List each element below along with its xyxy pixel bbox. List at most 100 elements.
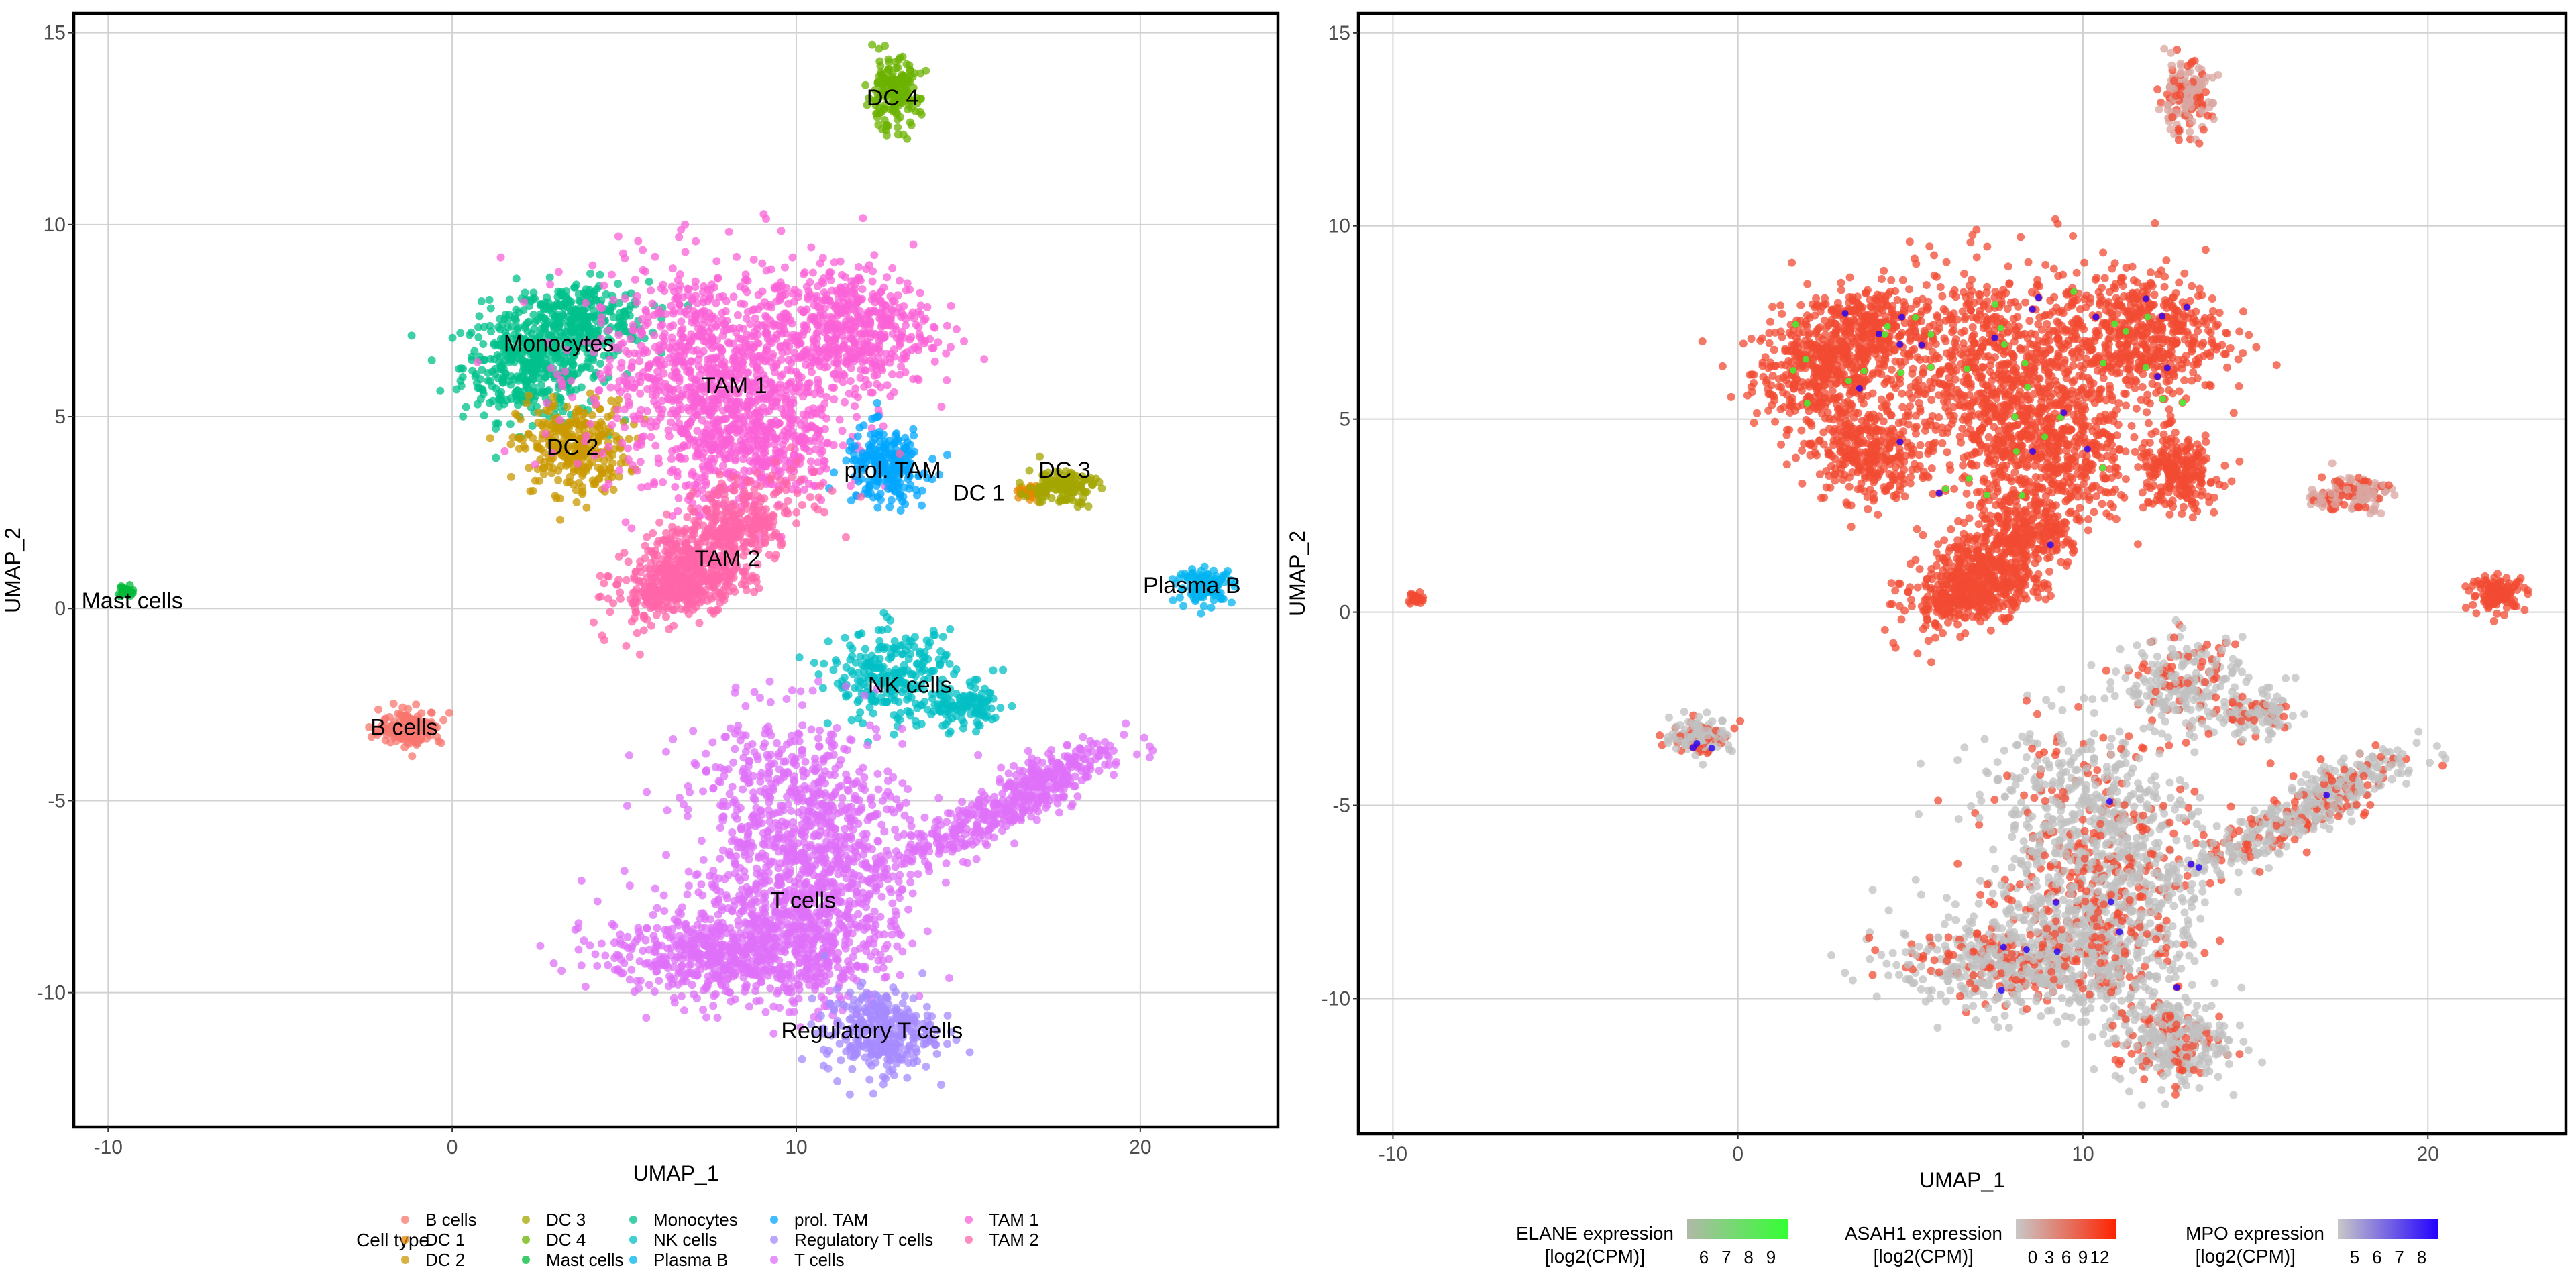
data-point (613, 323, 622, 331)
data-point (673, 544, 682, 553)
data-point (526, 487, 535, 496)
data-point (551, 492, 559, 500)
data-point (645, 277, 653, 286)
data-point (661, 388, 669, 396)
data-point (943, 321, 951, 330)
data-point (698, 288, 707, 297)
data-point (476, 394, 485, 403)
data-point (603, 413, 612, 421)
data-point (486, 304, 495, 313)
data-point (647, 433, 655, 441)
data-point (448, 333, 457, 342)
data-point (496, 253, 505, 262)
data-point (639, 246, 647, 254)
data-point (436, 386, 445, 395)
data-point (698, 398, 706, 407)
data-point (502, 356, 511, 364)
data-point (996, 704, 1005, 712)
data-point (675, 419, 684, 428)
data-point (810, 468, 819, 476)
data-point (472, 378, 481, 387)
data-point (799, 270, 808, 278)
data-point (704, 490, 713, 499)
data-point (776, 343, 785, 352)
data-point (875, 44, 883, 53)
data-point (480, 323, 488, 331)
data-point (556, 376, 565, 384)
data-point (462, 402, 470, 411)
data-point (918, 486, 926, 495)
data-point (720, 502, 729, 511)
data-point (752, 525, 761, 533)
data-point (858, 285, 867, 294)
data-point (857, 492, 865, 501)
data-point (631, 575, 639, 584)
data-point (494, 419, 502, 428)
data-point (1199, 602, 1208, 610)
data-point (676, 270, 684, 279)
data-point (896, 708, 905, 717)
data-point (865, 484, 873, 492)
data-point (651, 574, 659, 582)
data-point (496, 315, 504, 323)
data-point (798, 432, 807, 441)
data-point (661, 537, 670, 546)
data-point (824, 637, 833, 646)
data-point (804, 380, 812, 388)
data-point (664, 426, 673, 435)
data-point (608, 459, 617, 468)
data-point (840, 344, 849, 353)
data-point (806, 493, 814, 502)
data-point (695, 619, 704, 627)
data-point (486, 434, 494, 443)
data-point (899, 492, 908, 501)
data-point (877, 72, 886, 81)
data-point (961, 696, 970, 705)
data-point (788, 473, 796, 482)
data-point (881, 315, 890, 323)
data-point (658, 320, 667, 329)
data-point (563, 402, 572, 411)
data-point (690, 437, 698, 446)
data-point (983, 712, 992, 720)
data-point (1091, 474, 1100, 483)
data-point (621, 294, 629, 303)
data-point (631, 275, 639, 284)
data-point (680, 343, 689, 352)
data-point (514, 323, 523, 332)
data-point (527, 329, 536, 338)
data-point (531, 476, 540, 485)
data-point (708, 519, 716, 528)
data-point (970, 692, 979, 701)
data-point (512, 392, 521, 401)
data-point (930, 357, 939, 366)
data-point (472, 370, 480, 378)
data-point (627, 524, 636, 533)
data-point (850, 684, 859, 692)
data-point (712, 257, 721, 266)
data-point (837, 270, 846, 279)
data-point (607, 396, 616, 405)
data-point (658, 405, 667, 414)
data-point (555, 415, 564, 424)
data-point (596, 572, 604, 580)
data-point (721, 415, 730, 423)
data-point (690, 375, 699, 384)
data-point (820, 399, 829, 408)
data-point (720, 319, 729, 328)
data-point (536, 313, 545, 321)
data-point (777, 227, 786, 235)
data-point (733, 252, 741, 261)
data-point (863, 659, 872, 667)
data-point (916, 701, 925, 710)
data-point (660, 287, 669, 296)
data-point (939, 698, 948, 706)
data-point (636, 568, 645, 576)
data-point (883, 273, 892, 282)
data-point (506, 420, 515, 429)
data-point (404, 704, 413, 713)
data-point (486, 376, 494, 385)
data-point (828, 486, 837, 495)
data-point (506, 472, 515, 481)
data-point (750, 588, 759, 596)
